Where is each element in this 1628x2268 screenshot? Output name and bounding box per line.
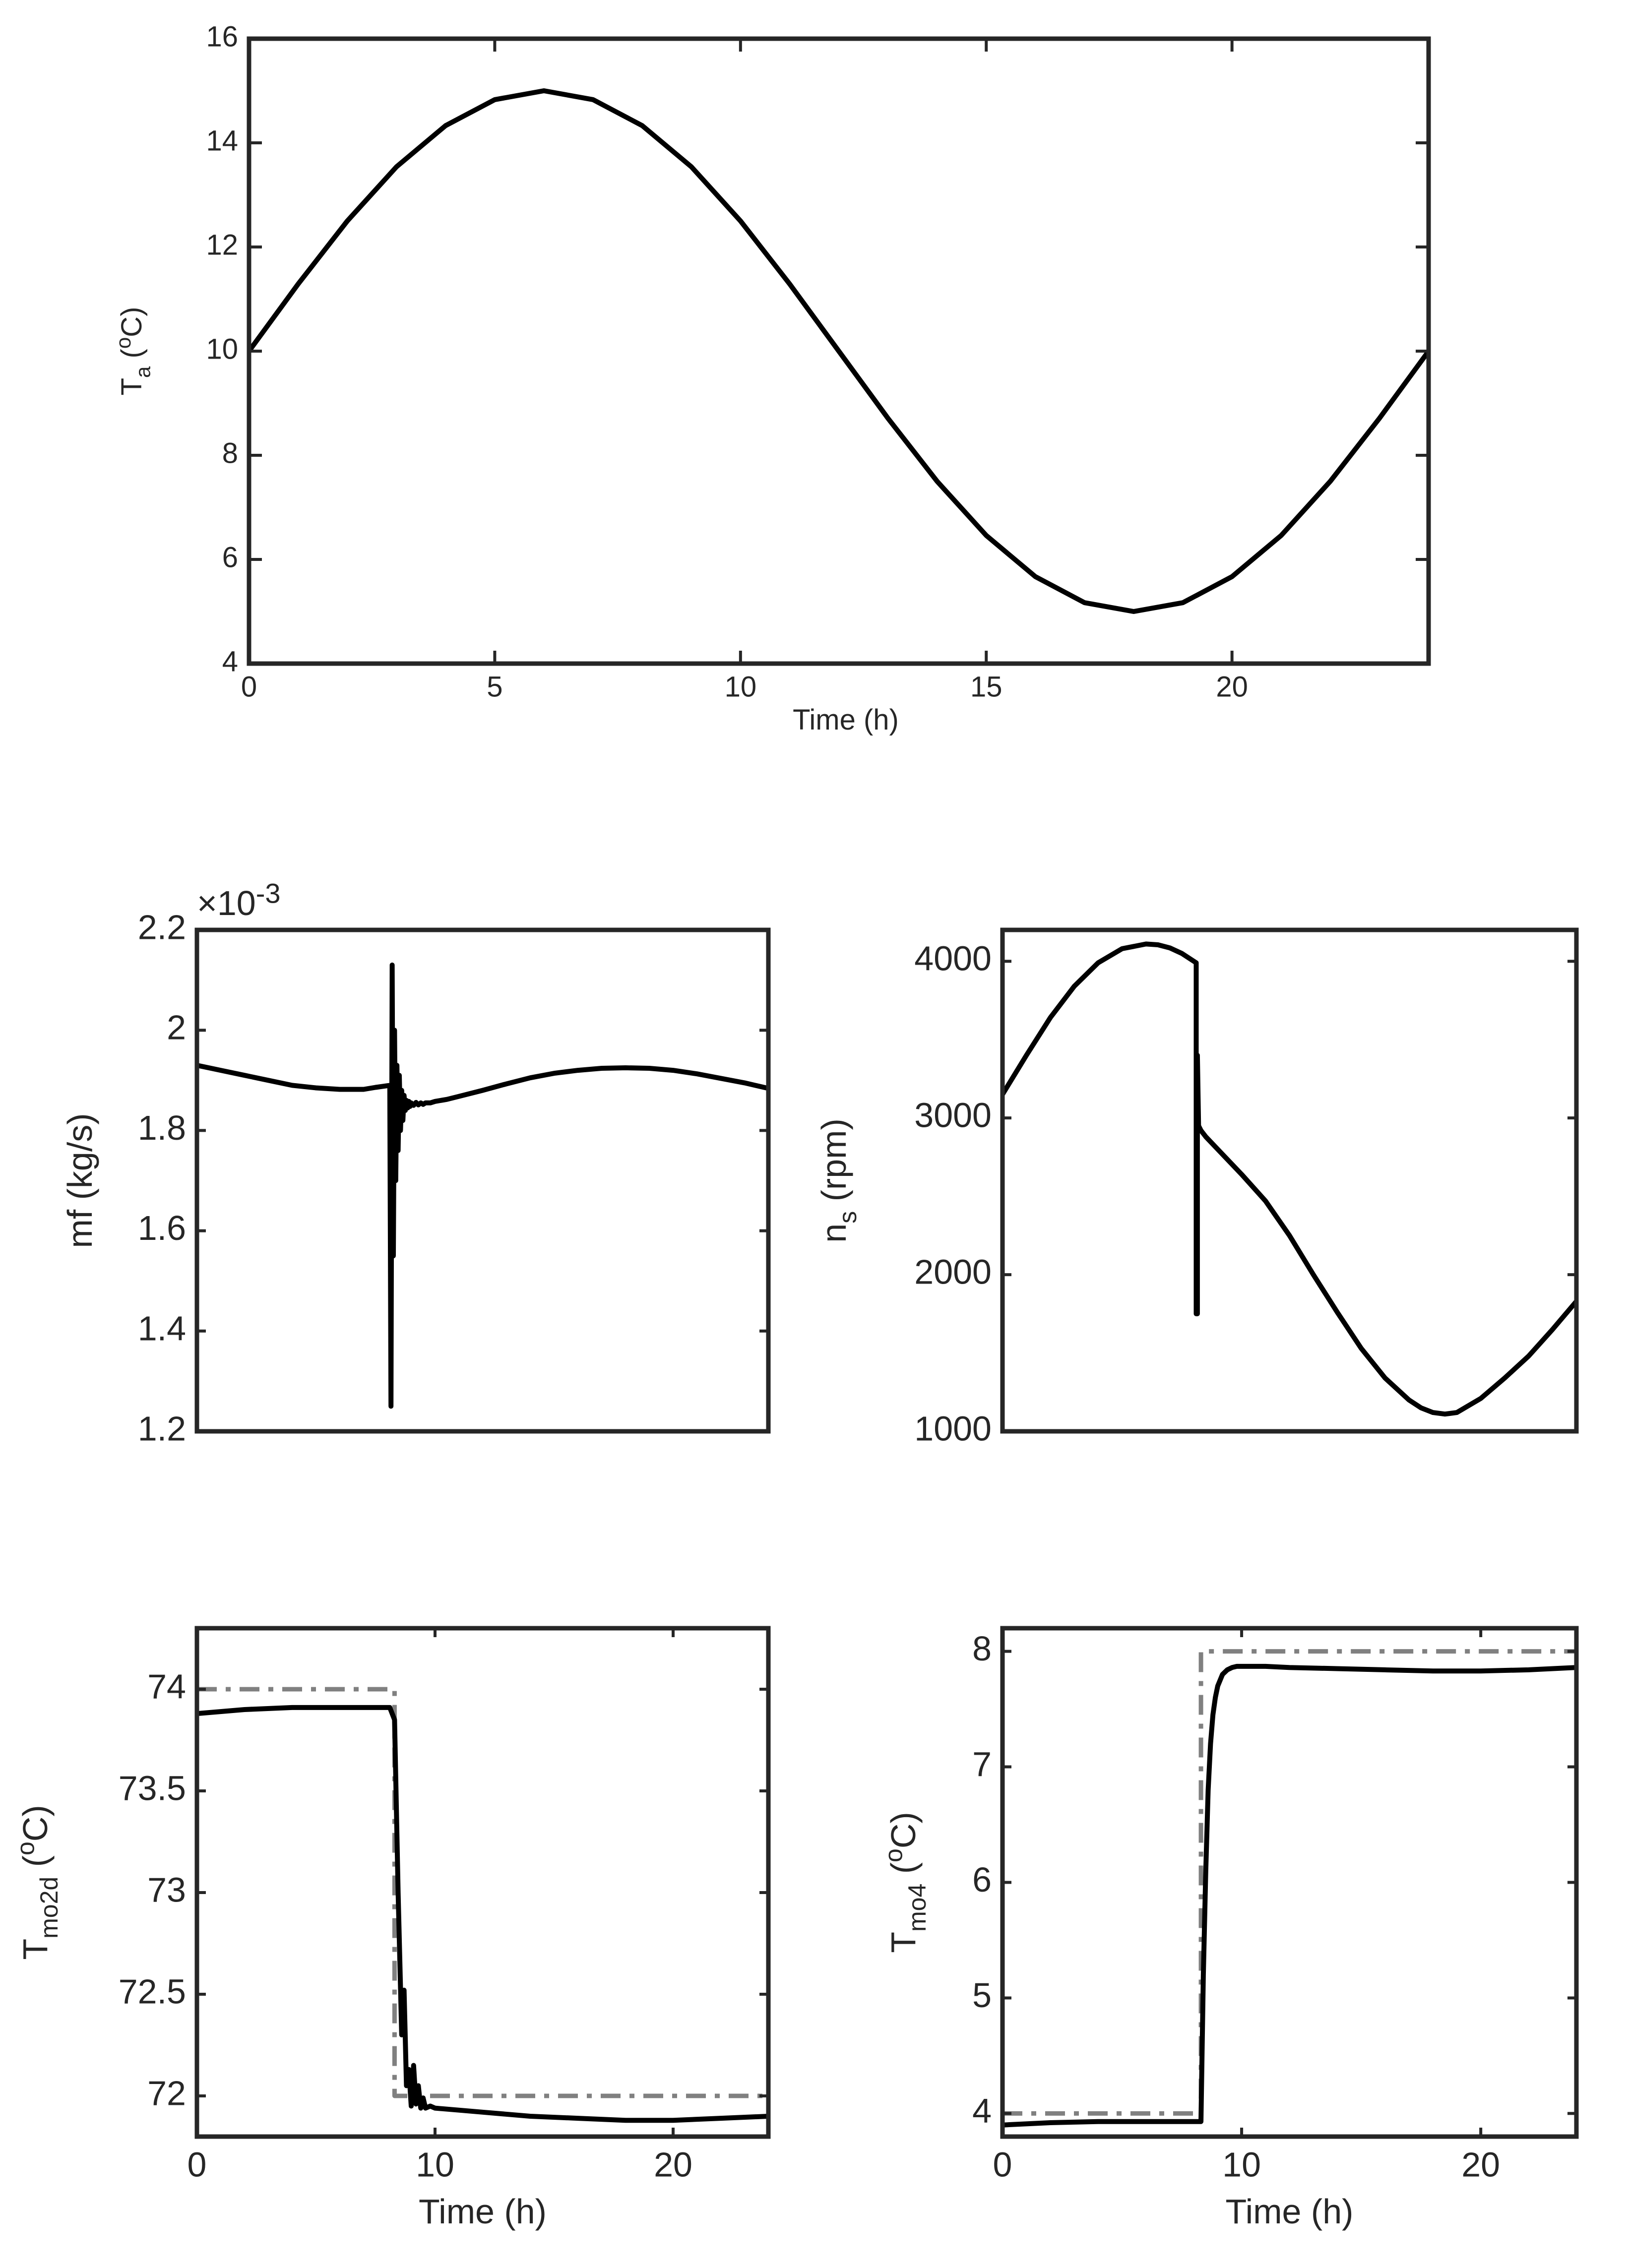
y-label-open: ( [116,349,148,366]
y-tick-label: 73 [147,1870,186,1909]
y-label-superscript: o [879,1848,907,1862]
y-tick-label: 73.5 [119,1769,186,1807]
series-line-response [1002,1663,1576,2128]
y-tick-label: 74 [147,1667,186,1706]
y-axis-label: ns (rpm) [814,1118,862,1243]
y-tick-label: 7 [972,1745,992,1783]
y-label-main: T [116,378,148,395]
x-tick-label: 5 [487,671,502,703]
series-group [249,88,1429,614]
y-label-superscript: o [11,1841,39,1855]
y-label-subscript: a [131,366,154,378]
x-axis-label: Time (h) [793,704,899,736]
y-tick-label: 72 [147,2074,186,2112]
x-tick-label: 0 [188,2145,207,2184]
y-axis-label: Tmo2d (oC) [11,1805,63,1960]
chart-speed: 1000 2000 3000 4000 ns (rpm) [814,927,1579,1448]
x-tick-label: 20 [654,2145,692,2184]
y-tick-label: 72.5 [119,1972,186,2011]
y-tick-label: 1000 [914,1409,992,1448]
series-group [197,1687,768,2123]
x-axis-label: Time (h) [1226,2192,1354,2231]
chart-ambient-temperature: 4 6 8 10 12 14 16 0 5 10 15 20 Time (h) Ta (oC) [112,20,1431,736]
series-line-response [197,962,768,1409]
series-group [197,962,768,1409]
series-line-response [1002,941,1576,1417]
y-label-subscript: mo2d [35,1877,63,1939]
y-label-subscript: mo4 [903,1884,931,1932]
y-tick-label: 4 [972,2091,992,2130]
x-tick-label: 0 [993,2145,1012,2184]
exponent-power: -3 [256,878,281,909]
axes-box [1000,1626,1579,2139]
y-tick-label: 4000 [914,939,992,978]
y-tick-label: 1.2 [138,1409,186,1448]
y-label-unit: C) [116,307,148,337]
chart-temperature-2d: 72 72.5 73 73.5 74 0 10 20 Time (h) Tmo2d (oC) [11,1626,771,2231]
y-label-unit: (rpm) [814,1118,853,1211]
x-tick-label: 10 [725,671,757,703]
y-tick-label: 1.8 [138,1108,186,1147]
y-tick-label: 2000 [914,1253,992,1291]
y-tick-label: 10 [206,333,238,365]
y-label-main: n [814,1224,853,1243]
series-line-response [249,88,1429,614]
y-label-superscript: o [112,337,135,349]
y-tick-label: 16 [206,20,238,53]
y-axis-label: mf (kg/s) [61,1113,99,1248]
y-label-main: T [16,1939,55,1960]
y-label-subscript: s [834,1211,862,1224]
y-tick-label: 6 [222,541,238,573]
x-axis-label: Time (h) [419,2192,547,2231]
y-tick-label: 5 [972,1976,992,2015]
y-label-unit: C) [884,1812,923,1848]
y-label-open: ( [884,1862,923,1884]
chart-mass-flow: 1.2 1.4 1.6 1.8 2 2.2 mf (kg/s) ×10-3 [61,878,771,1448]
x-tick-label: 10 [1222,2145,1261,2184]
series-group [1002,941,1576,1417]
axes-box [1000,927,1579,1434]
series-line-setpoint [197,1687,768,2098]
y-axis-label: Tmo4 (oC) [879,1812,931,1953]
y-tick-label: 12 [206,229,238,261]
y-tick-label: 3000 [914,1096,992,1135]
x-tick-label: 15 [970,671,1002,703]
y-tick-label: 2 [167,1008,186,1047]
series-line-response [197,1705,768,2123]
y-label-unit: C) [16,1805,55,1841]
axis-exponent: ×10-3 [197,878,281,923]
series-line-setpoint [1002,1649,1576,2116]
y-tick-label: 4 [222,645,238,677]
chart-temperature-4: 4 5 6 7 8 0 10 20 Time (h) Tmo4 (oC) [879,1626,1579,2231]
y-tick-label: 8 [222,437,238,469]
y-tick-label: 8 [972,1629,992,1668]
y-axis-label: Ta (oC) [112,307,154,396]
x-tick-label: 20 [1461,2145,1500,2184]
y-tick-label: 14 [206,124,238,157]
y-tick-label: 6 [972,1860,992,1899]
x-tick-label: 10 [416,2145,454,2184]
series-group [1002,1649,1576,2128]
axes-box [194,1626,771,2139]
y-label-main: T [884,1932,923,1953]
y-tick-label: 1.4 [138,1309,186,1348]
y-label-open: ( [16,1855,55,1877]
x-tick-label: 0 [241,671,257,703]
axes-box [194,927,771,1434]
x-tick-label: 20 [1216,671,1248,703]
exponent-base: ×10 [197,884,256,922]
y-tick-label: 1.6 [138,1209,186,1247]
y-tick-label: 2.2 [138,908,186,946]
